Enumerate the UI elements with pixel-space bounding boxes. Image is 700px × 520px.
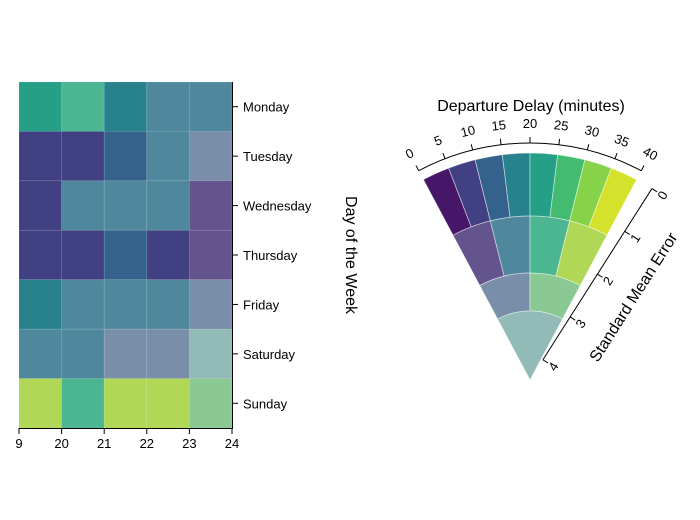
delay-tick-label: 0 [403, 145, 416, 162]
y-tick-label: Thursday [243, 248, 298, 263]
x-tick-label: 9 [15, 436, 22, 451]
heatmap-cell [103, 229, 148, 281]
error-tick-mark [569, 316, 576, 321]
heatmap-cell [61, 279, 105, 330]
heatmap-cell [18, 130, 63, 182]
delay-tick-mark [470, 144, 474, 151]
y-tick-label: Saturday [243, 347, 296, 362]
heatmap-cell [61, 81, 105, 132]
heatmap [18, 81, 233, 429]
y-tick-label: Monday [243, 100, 290, 115]
delay-axis-arc [418, 142, 642, 172]
delay-tick-mark [442, 152, 446, 159]
heatmap-cell [188, 81, 233, 132]
x-tick-label: 23 [182, 436, 196, 451]
delay-tick-mark [640, 165, 645, 171]
heatmap-cell [103, 279, 148, 330]
delay-tick-label: 15 [491, 117, 507, 134]
x-tick-label: 24 [225, 436, 239, 451]
heatmap-cell [146, 81, 190, 132]
heatmap-cell [61, 180, 105, 231]
heatmap-cell [103, 81, 148, 132]
heatmap-cell [146, 328, 190, 380]
heatmap-cell [103, 130, 148, 182]
heatmap-cell [18, 328, 63, 380]
error-tick-label: 2 [600, 274, 617, 288]
delay-tick-mark [614, 152, 618, 159]
heatmap-cell [146, 279, 190, 330]
delay-tick-label: 40 [641, 144, 661, 164]
heatmap-cell [103, 328, 148, 380]
y-tick-label: Wednesday [243, 199, 312, 214]
heatmap-cell [188, 328, 233, 380]
delay-tick-label: 30 [583, 122, 601, 140]
heatmap-cell [188, 378, 233, 429]
heatmap-cell [146, 130, 190, 182]
y-axis-title: Day of the Week [342, 196, 359, 315]
y-tick-label: Friday [243, 297, 280, 312]
x-tick-label: 22 [140, 436, 154, 451]
heatmap-cell [18, 378, 63, 429]
heatmap-cell [18, 229, 63, 281]
heatmap-cell [146, 180, 190, 231]
error-tick-label: 3 [572, 317, 589, 331]
delay-tick-label: 10 [459, 122, 477, 140]
delay-tick-mark [558, 138, 561, 145]
heatmap-cell [61, 328, 105, 380]
heatmap-cell [188, 130, 233, 182]
delay-tick-mark [499, 138, 502, 145]
heatmap-cell [18, 81, 63, 132]
x-tick-label: 20 [54, 436, 68, 451]
heatmap-cell [103, 378, 148, 429]
error-tick-label: 0 [654, 188, 671, 202]
heatmap-cell [61, 229, 105, 281]
delay-tick-label: 20 [523, 116, 537, 131]
delay-tick-label: 5 [432, 132, 444, 149]
heatmap-cell [188, 279, 233, 330]
heatmap-cell [188, 180, 233, 231]
error-tick-mark [542, 359, 549, 364]
heatmap-cell [188, 229, 233, 281]
error-axis-title: Standard Mean Error [587, 229, 682, 365]
heatmap-axes: Day of the Week Monday Tuesday Wednesday Th… [15, 82, 359, 451]
error-tick-mark [624, 230, 631, 235]
heatmap-cell [146, 378, 190, 429]
error-tick-label: 1 [627, 231, 644, 245]
x-tick-label: 21 [97, 436, 111, 451]
legend-title: Departure Delay (minutes) [437, 98, 625, 115]
heatmap-cell [61, 130, 105, 182]
delay-tick-mark [415, 165, 420, 171]
error-tick-mark [651, 188, 658, 193]
heatmap-cell [146, 229, 190, 281]
delay-tick-label: 35 [612, 131, 631, 150]
heatmap-cell [103, 180, 148, 231]
error-tick-label: 4 [545, 359, 562, 373]
delay-tick-label: 25 [553, 117, 569, 134]
heatmap-cell [61, 378, 105, 429]
heatmap-cell [18, 279, 63, 330]
legend-cell [497, 310, 563, 381]
y-tick-label: Tuesday [243, 149, 293, 164]
delay-tick-mark [586, 144, 590, 151]
heatmap-cell [18, 180, 63, 231]
y-tick-label: Sunday [243, 396, 288, 411]
error-tick-mark [597, 273, 603, 278]
